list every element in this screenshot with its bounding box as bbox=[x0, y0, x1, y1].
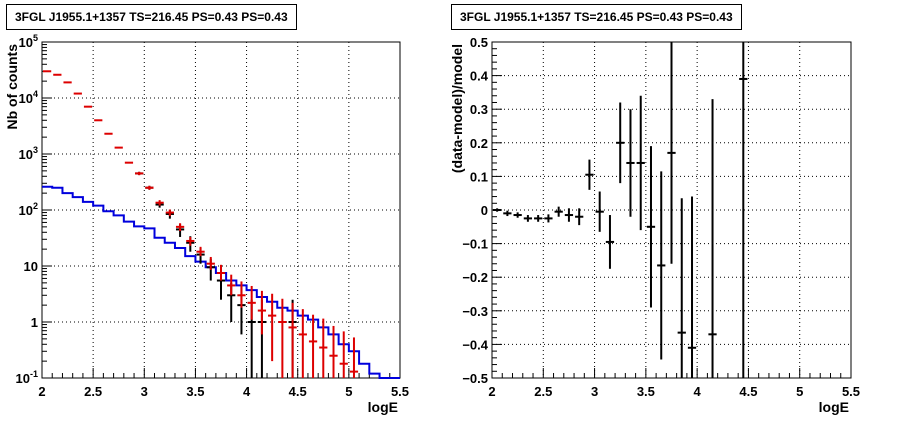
y-tick-label: 104 bbox=[19, 89, 38, 106]
y-tick-label: 10 bbox=[24, 259, 38, 274]
y-tick-label: −0.2 bbox=[462, 270, 488, 285]
x-tick-label: 2 bbox=[488, 384, 495, 399]
y-tick-label: −0.1 bbox=[462, 237, 488, 252]
x-tick-label: 2 bbox=[38, 384, 45, 399]
y-tick-label: −0.5 bbox=[462, 371, 488, 386]
x-tick-label: 3 bbox=[591, 384, 598, 399]
x-tick-label: 5.5 bbox=[842, 384, 860, 399]
x-tick-label: 4 bbox=[243, 384, 251, 399]
y-tick-label: 105 bbox=[19, 33, 38, 50]
x-tick-label: 3.5 bbox=[637, 384, 655, 399]
y-tick-label: −0.3 bbox=[462, 304, 488, 319]
spectrum-title: 3FGL J1955.1+1357 TS=216.45 PS=0.43 PS=0… bbox=[6, 4, 297, 30]
x-tick-label: 4 bbox=[694, 384, 702, 399]
x-tick-label: 3.5 bbox=[186, 384, 204, 399]
y-tick-label: 0.5 bbox=[470, 35, 488, 50]
y-tick-label: 0.1 bbox=[470, 169, 488, 184]
spectrum-panel: 2 2.5 3 3.5 4 4.5 5 5.5 10-1 1 10 102 103 104 105 logE N… bbox=[4, 33, 409, 415]
y-tick-label: 0.2 bbox=[470, 136, 488, 151]
residual-panel: 2 2.5 3 3.5 4 4.5 5 5.5 −0.5 −0.4 −0.3 −0.2 −0.1 0 0.1… bbox=[449, 35, 860, 415]
y-axis-label: (data-model)/model bbox=[449, 44, 465, 173]
y-tick-label: 1 bbox=[31, 315, 38, 330]
residual-title: 3FGL J1955.1+1357 TS=216.45 PS=0.43 PS=0… bbox=[451, 4, 742, 30]
x-tick-label: 5 bbox=[796, 384, 803, 399]
x-tick-label: 2.5 bbox=[534, 384, 552, 399]
y-tick-label: 103 bbox=[19, 145, 38, 162]
x-tick-label: 3 bbox=[141, 384, 148, 399]
y-tick-label: 102 bbox=[19, 201, 38, 218]
x-tick-label: 5 bbox=[345, 384, 352, 399]
y-tick-label: 0.4 bbox=[470, 69, 489, 84]
x-tick-label: 2.5 bbox=[84, 384, 102, 399]
model-step-line bbox=[42, 185, 400, 379]
x-tick-label: 5.5 bbox=[391, 384, 409, 399]
y-axis-label: Nb of counts bbox=[4, 44, 20, 130]
x-tick-label: 4.5 bbox=[739, 384, 757, 399]
x-axis-label: logE bbox=[819, 399, 849, 415]
y-tick-label: −0.4 bbox=[462, 337, 488, 352]
y-tick-label: 10-1 bbox=[16, 369, 38, 386]
y-tick-label: 0.3 bbox=[470, 102, 488, 117]
x-tick-label: 4.5 bbox=[289, 384, 307, 399]
x-axis-label: logE bbox=[368, 399, 398, 415]
y-tick-label: 0 bbox=[481, 203, 488, 218]
